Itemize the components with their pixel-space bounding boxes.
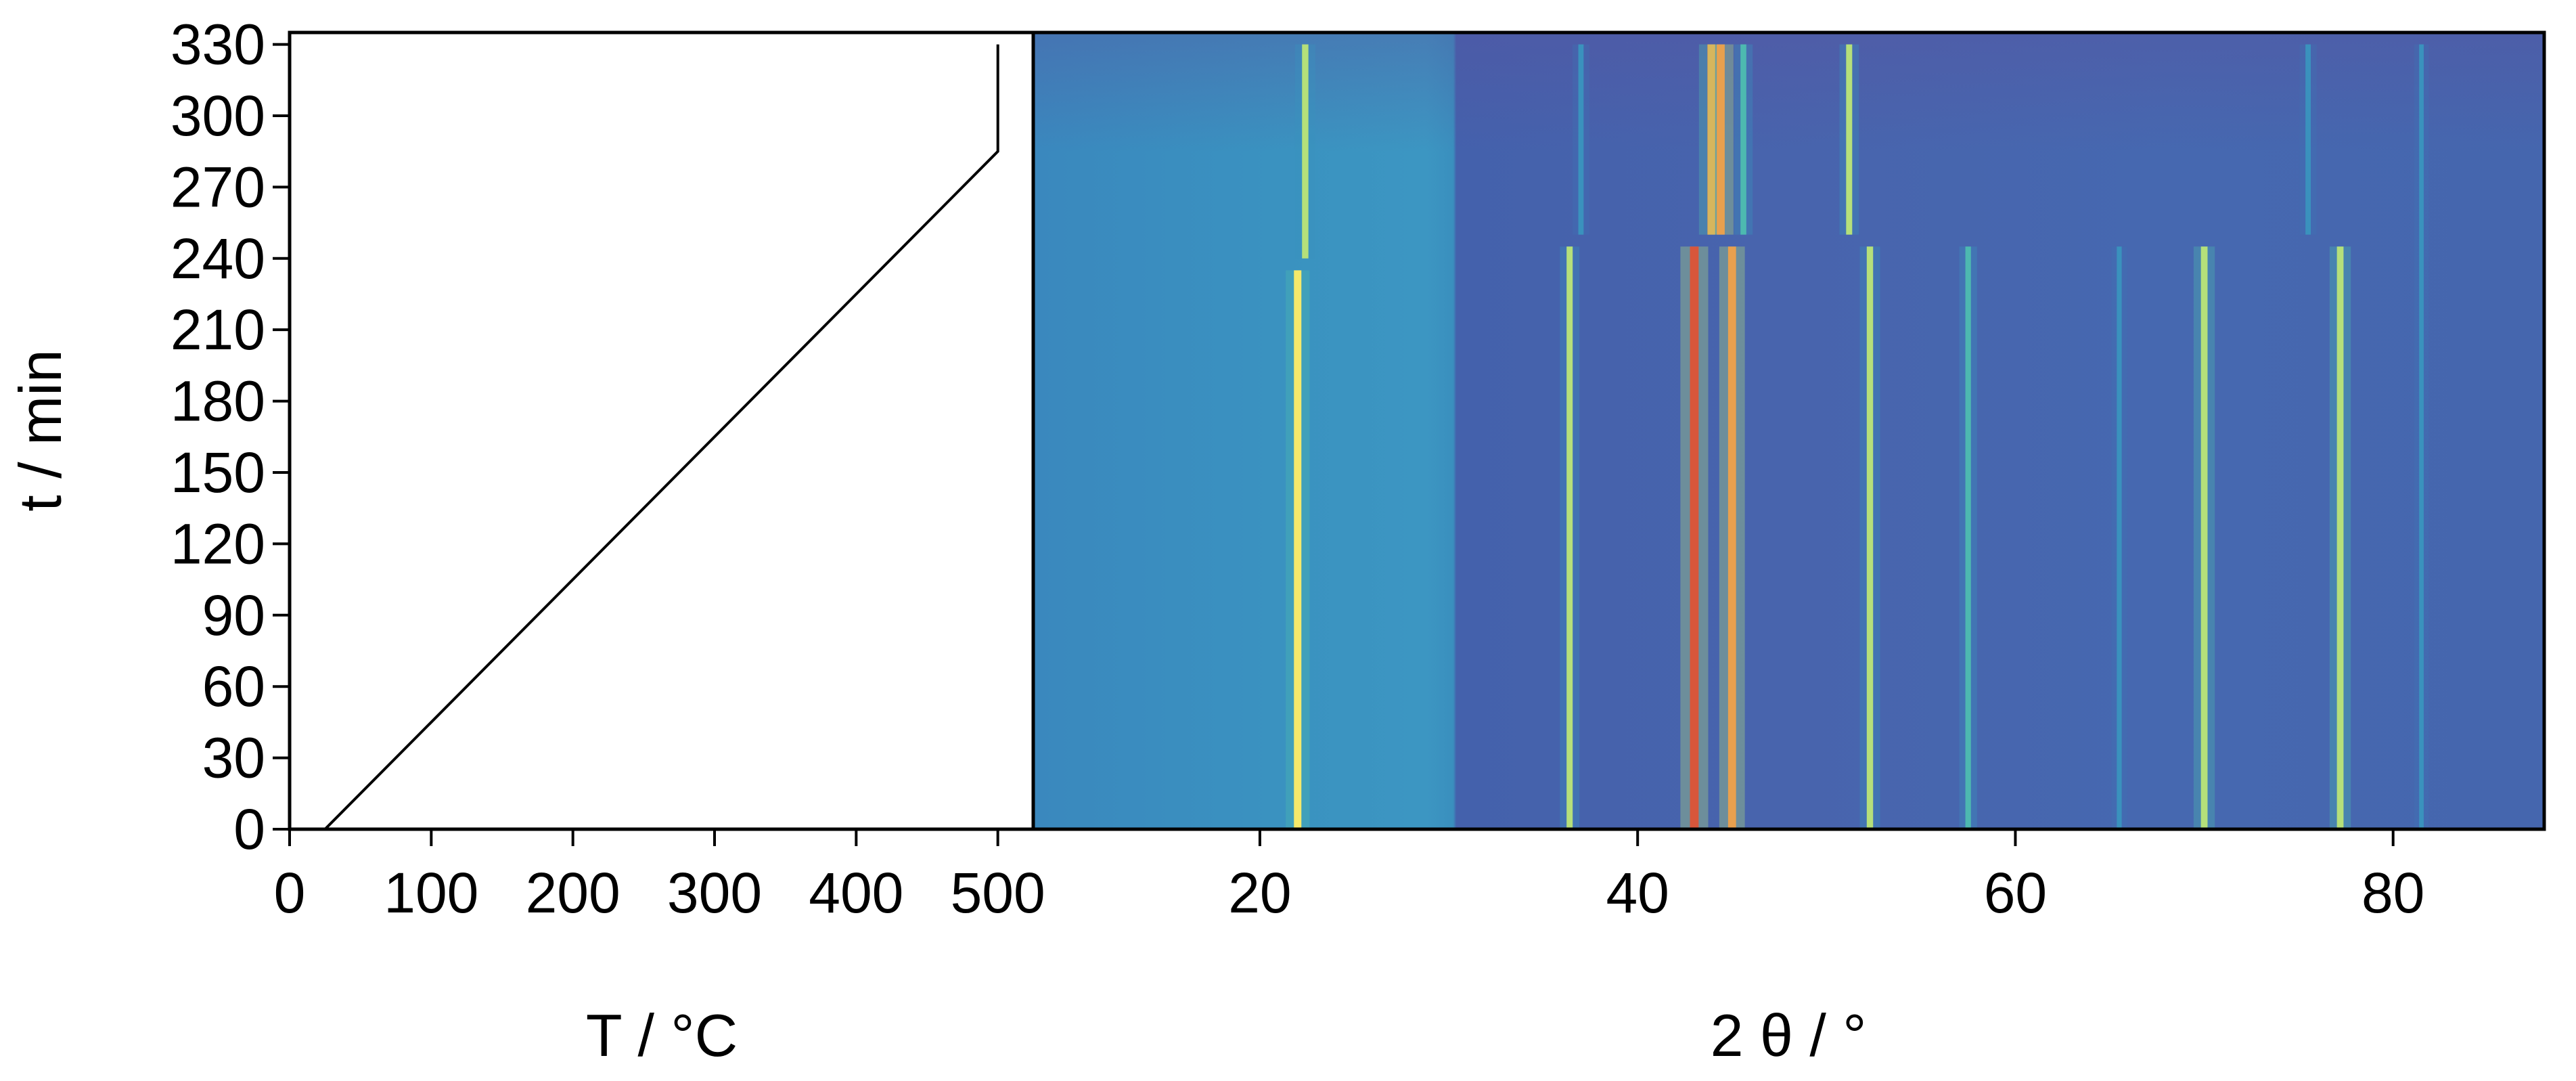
x-tick-label: 60 (1984, 861, 2047, 925)
y-tick-label: 60 (202, 655, 265, 718)
y-tick-label: 120 (171, 512, 265, 575)
diffraction-peak (1717, 44, 1725, 235)
heatmap-shading (1033, 32, 2544, 829)
x-tick-label: 0 (274, 861, 306, 925)
x-tick-label: 400 (809, 861, 903, 925)
x-tick-label: 100 (384, 861, 478, 925)
diffraction-peak (1727, 246, 1736, 829)
y-tick-label: 150 (171, 441, 265, 504)
y-tick-label: 90 (202, 583, 265, 647)
diffraction-peak (2336, 246, 2344, 829)
x-tick-label: 200 (526, 861, 620, 925)
heatmap-peaks (1286, 44, 2429, 829)
y-tick-label: 210 (171, 298, 265, 361)
temperature-panel-bg (290, 32, 1033, 829)
right-x-axis-title: 2 θ / ° (1711, 1002, 1867, 1069)
diffraction-peak (1578, 44, 1584, 235)
x-tick-label: 40 (1606, 861, 1669, 925)
x-tick-label: 80 (2362, 861, 2424, 925)
diffraction-peak (2419, 44, 2424, 829)
temperature-profile-line (323, 44, 999, 829)
y-tick-label: 270 (171, 155, 265, 219)
y-tick-label: 0 (233, 797, 265, 861)
diffraction-peak (1965, 246, 1971, 829)
diffraction-peak (1294, 270, 1302, 829)
diffraction-peak (1690, 246, 1699, 829)
y-tick-label: 30 (202, 726, 265, 790)
diffraction-peak (2200, 246, 2208, 829)
temperature-x-axis: 0 100 200 300 400 500 (274, 829, 1045, 925)
left-x-axis-title: T / °C (586, 1002, 738, 1069)
time-y-axis: 0 30 60 90 120 150 180 210 240 270 300 330 (171, 13, 290, 861)
two-theta-x-axis: 20 40 60 80 (1228, 829, 2424, 925)
x-tick-label: 500 (951, 861, 1045, 925)
diffraction-peak (1866, 246, 1874, 829)
diffraction-peak (1740, 44, 1746, 235)
diffraction-peak (1566, 246, 1573, 829)
diffraction-peak (2305, 44, 2311, 235)
temperature-panel: 0 100 200 300 400 500 0 30 60 90 120 150 180 210 240 2… (171, 13, 1045, 925)
y-tick-label: 330 (171, 13, 265, 76)
y-axis-title: t / min (7, 349, 74, 512)
x-tick-label: 300 (667, 861, 762, 925)
y-tick-label: 240 (171, 227, 265, 290)
xrd-heatmap-panel: 20 40 60 80 (1033, 32, 2544, 925)
y-tick-label: 300 (171, 84, 265, 148)
x-tick-label: 20 (1228, 861, 1291, 925)
diffraction-peak (1707, 44, 1715, 235)
y-tick-label: 180 (171, 370, 265, 433)
diffraction-peak (1302, 44, 1309, 259)
diffraction-peak (1846, 44, 1853, 235)
right-frame (1031, 30, 2546, 831)
diffraction-peak (2117, 246, 2122, 829)
